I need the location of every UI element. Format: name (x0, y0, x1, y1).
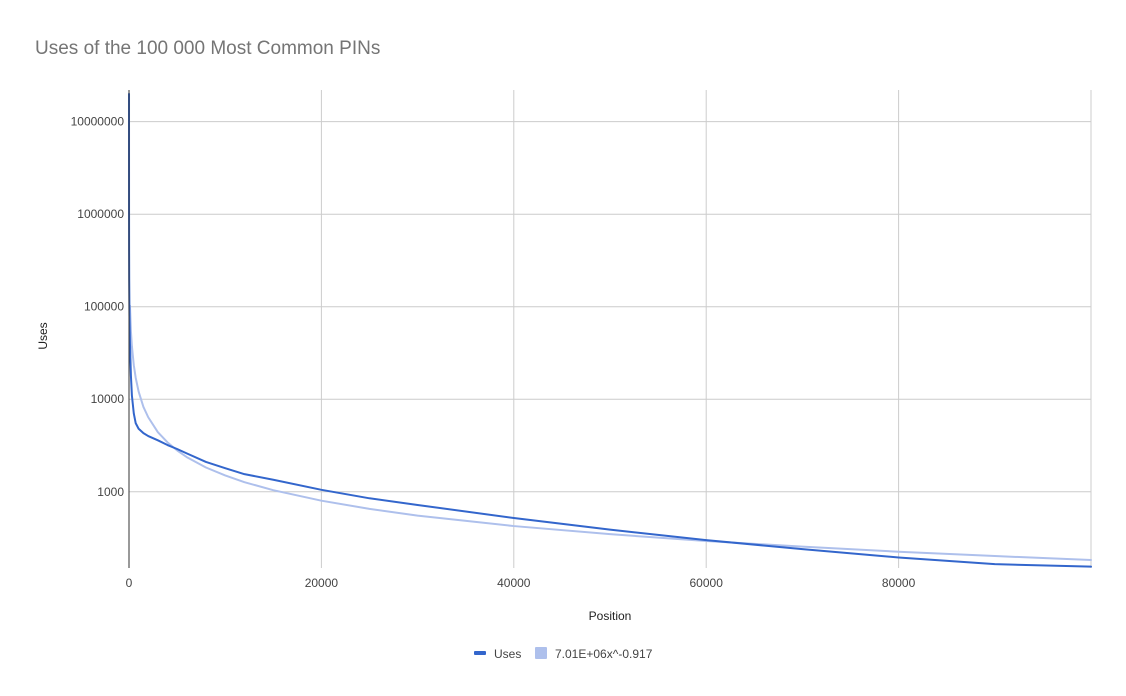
y-tick-label: 1000 (97, 485, 124, 499)
series-line-trendline (128, 304, 1092, 562)
y-axis-title: Uses (36, 322, 50, 349)
x-tick-label: 80000 (882, 576, 916, 590)
legend: Uses 7.01E+06x^-0.917 (474, 647, 653, 661)
x-tick-label: 20000 (305, 576, 339, 590)
legend-item-uses[interactable]: Uses (474, 647, 521, 661)
series-layer (128, 92, 1092, 568)
legend-item-trendline[interactable]: 7.01E+06x^-0.917 (535, 647, 653, 661)
y-tick-label: 10000000 (71, 115, 125, 129)
x-tick-label: 40000 (497, 576, 531, 590)
legend-swatch-uses (474, 651, 486, 655)
legend-label-uses: Uses (494, 647, 521, 661)
legend-label-trendline: 7.01E+06x^-0.917 (555, 647, 653, 661)
x-axis-title: Position (589, 609, 632, 623)
x-tick-label: 60000 (690, 576, 724, 590)
series-line-uses (128, 92, 1092, 568)
y-tick-label: 100000 (84, 300, 124, 314)
grid-layer (129, 90, 1092, 568)
legend-swatch-trendline (535, 647, 547, 659)
y-tick-label: 1000000 (77, 207, 124, 221)
y-tick-label: 10000 (91, 392, 125, 406)
tick-label-layer: 0 20000 40000 60000 80000 1000 10000 100000 1000… (71, 115, 916, 590)
x-tick-label: 0 (126, 576, 133, 590)
chart-title: Uses of the 100 000 Most Common PINs (35, 38, 380, 59)
